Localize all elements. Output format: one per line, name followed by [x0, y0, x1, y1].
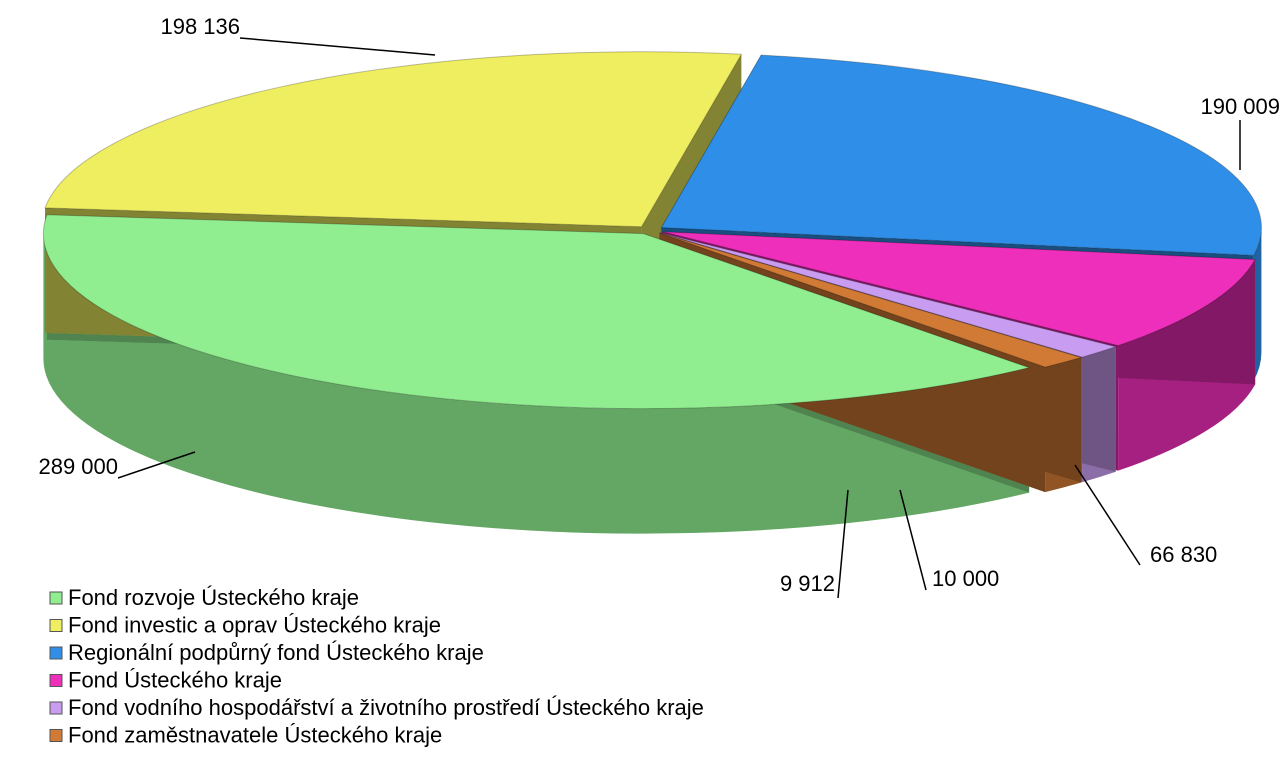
legend-label: Fond investic a oprav Ústeckého kraje [68, 612, 441, 637]
data-label: 9 912 [780, 571, 835, 596]
legend-swatch [49, 729, 63, 742]
legend-swatch [49, 701, 63, 715]
slice-top [44, 51, 743, 228]
slice-side [43, 233, 1030, 534]
legend-label: Fond vodního hospodářství a životního pr… [68, 695, 704, 720]
slice-top [660, 54, 1262, 256]
legend-swatch [49, 646, 63, 660]
leader-line [837, 489, 849, 599]
slice-top [659, 232, 1084, 368]
slice-side [1253, 227, 1262, 381]
data-label: 198 136 [160, 14, 240, 39]
legend-label: Regionální podpůrný fond Ústeckého kraje [68, 640, 484, 665]
data-label: 289 000 [38, 454, 118, 479]
legend-swatch [49, 674, 63, 687]
slice-side-shade [43, 233, 1030, 534]
legend-label: Fond rozvoje Ústeckého kraje [68, 585, 359, 610]
slice-top [42, 214, 1031, 410]
tops [42, 51, 1262, 410]
data-label: 10 000 [932, 566, 999, 591]
legend-label: Fond zaměstnavatele Ústeckého kraje [68, 722, 442, 747]
slice-top [662, 231, 1256, 347]
slice-top [660, 232, 1118, 358]
data-label: 190 009 [1200, 94, 1280, 119]
slice-side-shade [1253, 227, 1262, 381]
leader-line [239, 37, 436, 56]
data-label: 66 830 [1150, 542, 1217, 567]
legend-swatch [49, 591, 63, 605]
legend-label: Fond Ústeckého kraje [68, 667, 282, 692]
leader-line [899, 489, 927, 591]
legend-swatch [49, 619, 63, 632]
leader-line [117, 451, 196, 479]
leader-line [1074, 464, 1141, 566]
